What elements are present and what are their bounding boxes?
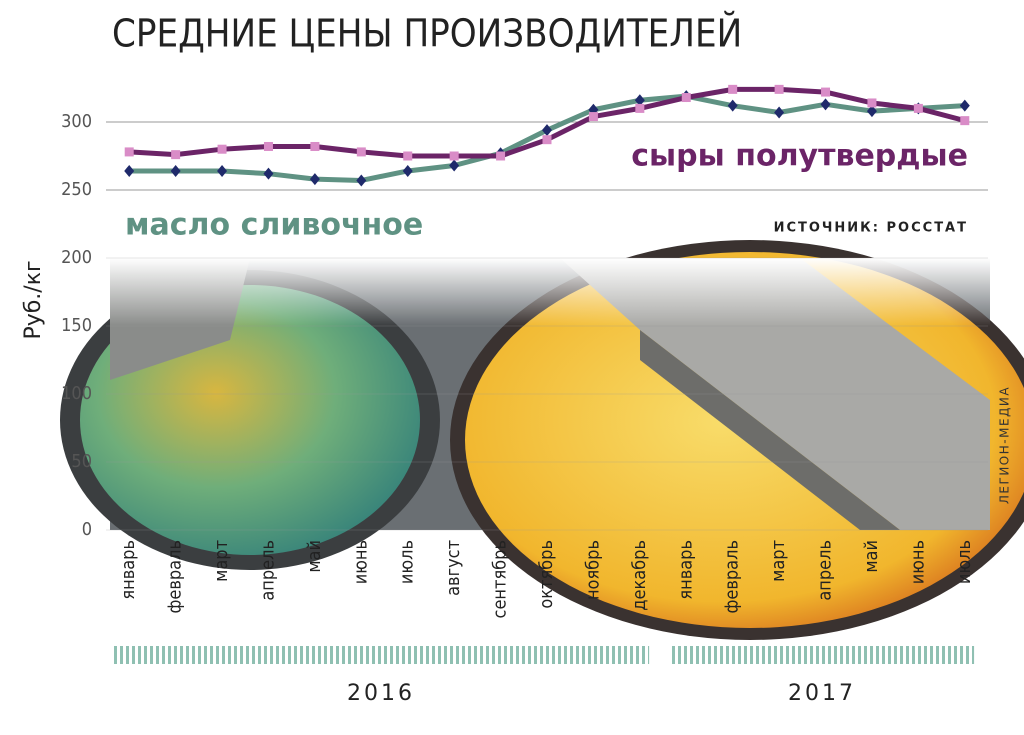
- year-bar: [112, 646, 650, 664]
- x-tick-label: май: [861, 540, 882, 573]
- x-tick-label: июнь: [907, 540, 928, 584]
- marker: [681, 93, 691, 103]
- x-tick-label: февраль: [722, 540, 743, 613]
- x-tick-label: март: [768, 540, 789, 582]
- year-label: 2017: [788, 681, 856, 706]
- marker: [124, 147, 134, 157]
- y-tick-label: 150: [61, 315, 92, 336]
- marker: [263, 141, 273, 151]
- marker: [913, 103, 923, 113]
- marker: [356, 147, 366, 157]
- marker: [820, 98, 831, 111]
- marker: [728, 84, 738, 94]
- y-tick-label: 200: [61, 247, 92, 268]
- marker: [634, 94, 645, 107]
- x-tick-label: февраль: [165, 540, 186, 613]
- x-tick-label: январь: [118, 540, 139, 600]
- marker: [356, 174, 367, 187]
- y-tick-label: 0: [82, 519, 92, 540]
- marker: [821, 87, 831, 97]
- marker: [170, 164, 181, 177]
- marker: [774, 84, 784, 94]
- marker: [542, 124, 552, 137]
- credit: ЛЕГИОН-МЕДИА: [998, 386, 1012, 504]
- x-tick-label: декабрь: [629, 540, 650, 611]
- y-tick-label: 50: [71, 451, 92, 472]
- marker: [588, 112, 598, 122]
- x-tick-label: апрель: [257, 540, 278, 601]
- x-tick-label: апрель: [815, 540, 836, 601]
- marker: [727, 99, 738, 112]
- marker: [124, 164, 135, 177]
- x-tick-label: март: [211, 540, 232, 582]
- marker: [402, 164, 413, 177]
- y-axis-label: Руб./кг: [21, 260, 46, 339]
- x-tick-label: июль: [954, 540, 975, 584]
- y-tick-label: 250: [61, 179, 92, 200]
- background-photo: [60, 240, 1024, 640]
- x-tick-label: январь: [675, 540, 696, 600]
- year-label: 2016: [347, 681, 415, 706]
- marker: [217, 144, 227, 154]
- marker: [403, 151, 413, 161]
- marker: [496, 151, 506, 161]
- marker: [867, 98, 877, 108]
- x-tick-label: ноябрь: [582, 540, 603, 600]
- marker: [263, 167, 274, 180]
- marker: [959, 99, 970, 112]
- x-tick-label: июнь: [350, 540, 371, 584]
- x-tick-label: май: [304, 540, 325, 573]
- x-tick-label: сентябрь: [490, 540, 511, 618]
- chart-title: СРЕДНИЕ ЦЕНЫ ПРОИЗВОДИТЕЛЕЙ: [112, 12, 742, 56]
- x-tick-label: октябрь: [536, 540, 557, 609]
- marker: [310, 141, 320, 151]
- marker: [635, 103, 645, 113]
- marker: [309, 173, 320, 186]
- source: ИСТОЧНИК: РОССТАТ: [774, 221, 968, 236]
- marker: [866, 105, 877, 118]
- marker: [449, 151, 459, 161]
- marker: [960, 116, 970, 126]
- marker: [774, 106, 785, 119]
- year-bar: [670, 646, 975, 664]
- marker: [542, 135, 552, 145]
- series-label: сыры полутвердые: [631, 139, 968, 174]
- series-label: масло сливочное: [125, 208, 423, 243]
- marker: [171, 150, 181, 160]
- x-tick-label: июль: [397, 540, 418, 584]
- marker: [449, 159, 460, 172]
- x-tick-label: август: [443, 540, 464, 596]
- marker: [217, 164, 228, 177]
- y-tick-label: 100: [61, 383, 92, 404]
- y-tick-label: 300: [61, 111, 92, 132]
